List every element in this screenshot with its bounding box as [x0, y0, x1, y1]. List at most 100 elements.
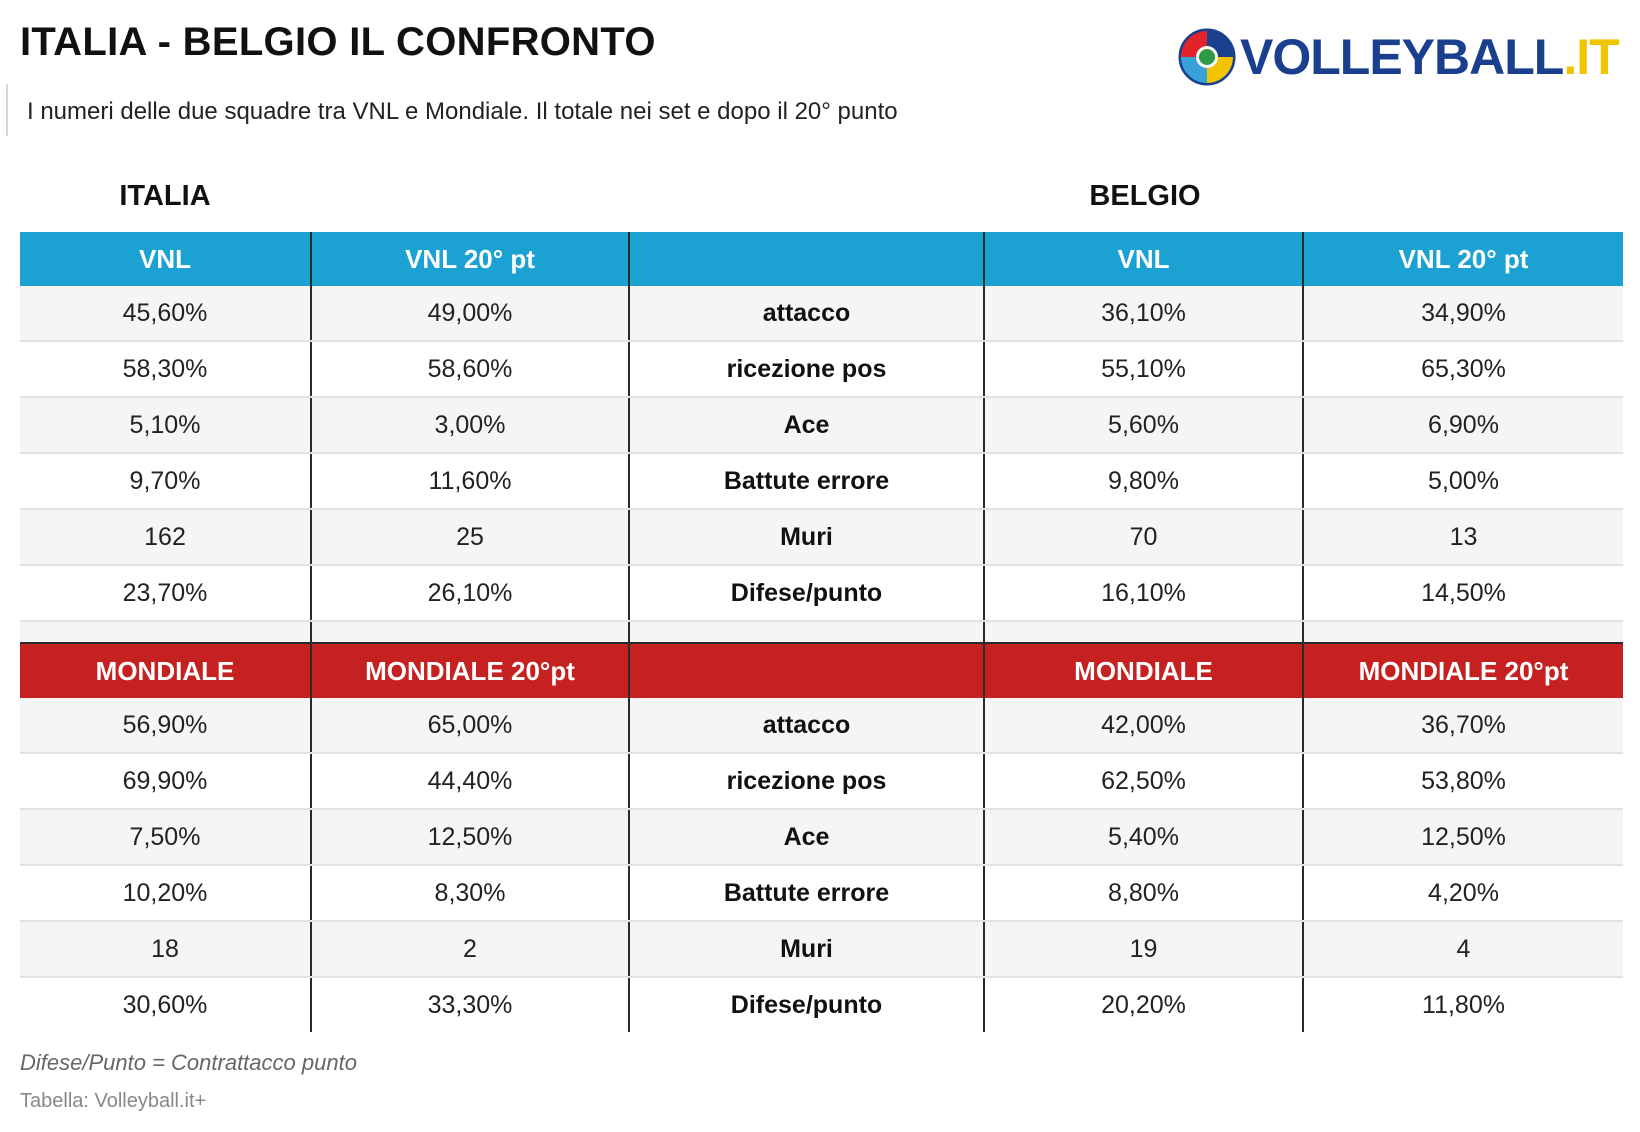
logo-text-main: VOLLEYBALL — [1240, 29, 1564, 85]
stat-label: ricezione pos — [628, 753, 984, 810]
value-cell: 4 — [1302, 921, 1623, 978]
value-cell: 18 — [20, 921, 311, 978]
table-row: 56,90% 65,00% attacco 42,00% 36,70% — [20, 698, 1623, 754]
vnl-header-row: VNL VNL 20° pt VNL VNL 20° pt — [20, 232, 1623, 286]
spacer-cell — [20, 621, 311, 644]
value-cell: 20,20% — [983, 977, 1303, 1032]
footnote: Difese/Punto = Contrattacco punto — [20, 1050, 357, 1075]
table-row: 58,30% 58,60% ricezione pos 55,10% 65,30… — [20, 341, 1623, 398]
value-cell: 162 — [20, 509, 311, 566]
table-row: 5,10% 3,00% Ace 5,60% 6,90% — [20, 397, 1623, 454]
value-cell: 23,70% — [20, 565, 311, 622]
comparison-table: VNL VNL 20° pt VNL VNL 20° pt 45,60% 49,… — [20, 232, 1623, 1032]
value-cell: 44,40% — [310, 753, 629, 810]
table-row: 23,70% 26,10% Difese/punto 16,10% 14,50% — [20, 565, 1623, 622]
table-row: 9,70% 11,60% Battute errore 9,80% 5,00% — [20, 453, 1623, 510]
value-cell: 69,90% — [20, 753, 311, 810]
value-cell: 36,10% — [983, 286, 1303, 342]
value-cell: 36,70% — [1302, 698, 1623, 754]
volleyball-it-logo: VOLLEYBALL.IT — [1178, 28, 1620, 86]
header-cell — [628, 232, 984, 286]
value-cell: 9,80% — [983, 453, 1303, 510]
page-subtitle: I numeri delle due squadre tra VNL e Mon… — [27, 98, 898, 125]
value-cell: 45,60% — [20, 286, 311, 342]
value-cell: 7,50% — [20, 809, 311, 866]
table-row: 45,60% 49,00% attacco 36,10% 34,90% — [20, 286, 1623, 342]
subtitle-accent-bar — [6, 84, 8, 136]
table-row: 7,50% 12,50% Ace 5,40% 12,50% — [20, 809, 1623, 866]
header-cell: VNL 20° pt — [1302, 232, 1623, 286]
value-cell: 6,90% — [1302, 397, 1623, 454]
stat-label: attacco — [628, 698, 984, 754]
value-cell: 5,10% — [20, 397, 311, 454]
header-cell: MONDIALE 20°pt — [1302, 643, 1623, 698]
value-cell: 5,60% — [983, 397, 1303, 454]
header-cell: MONDIALE — [983, 643, 1303, 698]
value-cell: 26,10% — [310, 565, 629, 622]
team-label-belgio: BELGIO — [1089, 180, 1201, 212]
spacer-cell — [310, 621, 629, 644]
stat-label: Ace — [628, 809, 984, 866]
value-cell: 70 — [983, 509, 1303, 566]
header-cell: MONDIALE — [20, 643, 311, 698]
value-cell: 56,90% — [20, 698, 311, 754]
value-cell: 49,00% — [310, 286, 629, 342]
value-cell: 4,20% — [1302, 865, 1623, 922]
logo-text-dot: . — [1563, 29, 1577, 85]
table-row: 18 2 Muri 19 4 — [20, 921, 1623, 978]
volleyball-icon — [1178, 28, 1236, 86]
section-spacer-row — [20, 621, 1623, 644]
value-cell: 30,60% — [20, 977, 311, 1032]
value-cell: 65,00% — [310, 698, 629, 754]
value-cell: 33,30% — [310, 977, 629, 1032]
value-cell: 8,30% — [310, 865, 629, 922]
header-cell: VNL — [983, 232, 1303, 286]
value-cell: 42,00% — [983, 698, 1303, 754]
header-cell — [628, 643, 984, 698]
value-cell: 16,10% — [983, 565, 1303, 622]
mondiale-header-row: MONDIALE MONDIALE 20°pt MONDIALE MONDIAL… — [20, 643, 1623, 698]
value-cell: 5,40% — [983, 809, 1303, 866]
stat-label: Muri — [628, 921, 984, 978]
page-title: ITALIA - BELGIO IL CONFRONTO — [20, 20, 656, 64]
value-cell: 19 — [983, 921, 1303, 978]
value-cell: 2 — [310, 921, 629, 978]
stat-label: Ace — [628, 397, 984, 454]
table-row: 162 25 Muri 70 13 — [20, 509, 1623, 566]
value-cell: 58,30% — [20, 341, 311, 398]
value-cell: 3,00% — [310, 397, 629, 454]
value-cell: 14,50% — [1302, 565, 1623, 622]
value-cell: 9,70% — [20, 453, 311, 510]
header-cell: MONDIALE 20°pt — [310, 643, 629, 698]
value-cell: 12,50% — [310, 809, 629, 866]
header-cell: VNL — [20, 232, 311, 286]
value-cell: 58,60% — [310, 341, 629, 398]
stat-label: Difese/punto — [628, 565, 984, 622]
value-cell: 13 — [1302, 509, 1623, 566]
value-cell: 65,30% — [1302, 341, 1623, 398]
source-credit: Tabella: Volleyball.it+ — [20, 1090, 207, 1112]
value-cell: 5,00% — [1302, 453, 1623, 510]
stat-label: Battute errore — [628, 453, 984, 510]
value-cell: 12,50% — [1302, 809, 1623, 866]
spacer-cell — [1302, 621, 1623, 644]
stat-label: Difese/punto — [628, 977, 984, 1032]
table-row: 69,90% 44,40% ricezione pos 62,50% 53,80… — [20, 753, 1623, 810]
value-cell: 53,80% — [1302, 753, 1623, 810]
value-cell: 11,80% — [1302, 977, 1623, 1032]
value-cell: 11,60% — [310, 453, 629, 510]
value-cell: 55,10% — [983, 341, 1303, 398]
table-row: 10,20% 8,30% Battute errore 8,80% 4,20% — [20, 865, 1623, 922]
value-cell: 34,90% — [1302, 286, 1623, 342]
logo-text-suffix: IT — [1576, 29, 1619, 85]
value-cell: 62,50% — [983, 753, 1303, 810]
table-row: 30,60% 33,30% Difese/punto 20,20% 11,80% — [20, 977, 1623, 1032]
value-cell: 25 — [310, 509, 629, 566]
spacer-cell — [983, 621, 1303, 644]
stat-label: Muri — [628, 509, 984, 566]
value-cell: 10,20% — [20, 865, 311, 922]
value-cell: 8,80% — [983, 865, 1303, 922]
spacer-cell — [628, 621, 984, 644]
stat-label: ricezione pos — [628, 341, 984, 398]
header-cell: VNL 20° pt — [310, 232, 629, 286]
